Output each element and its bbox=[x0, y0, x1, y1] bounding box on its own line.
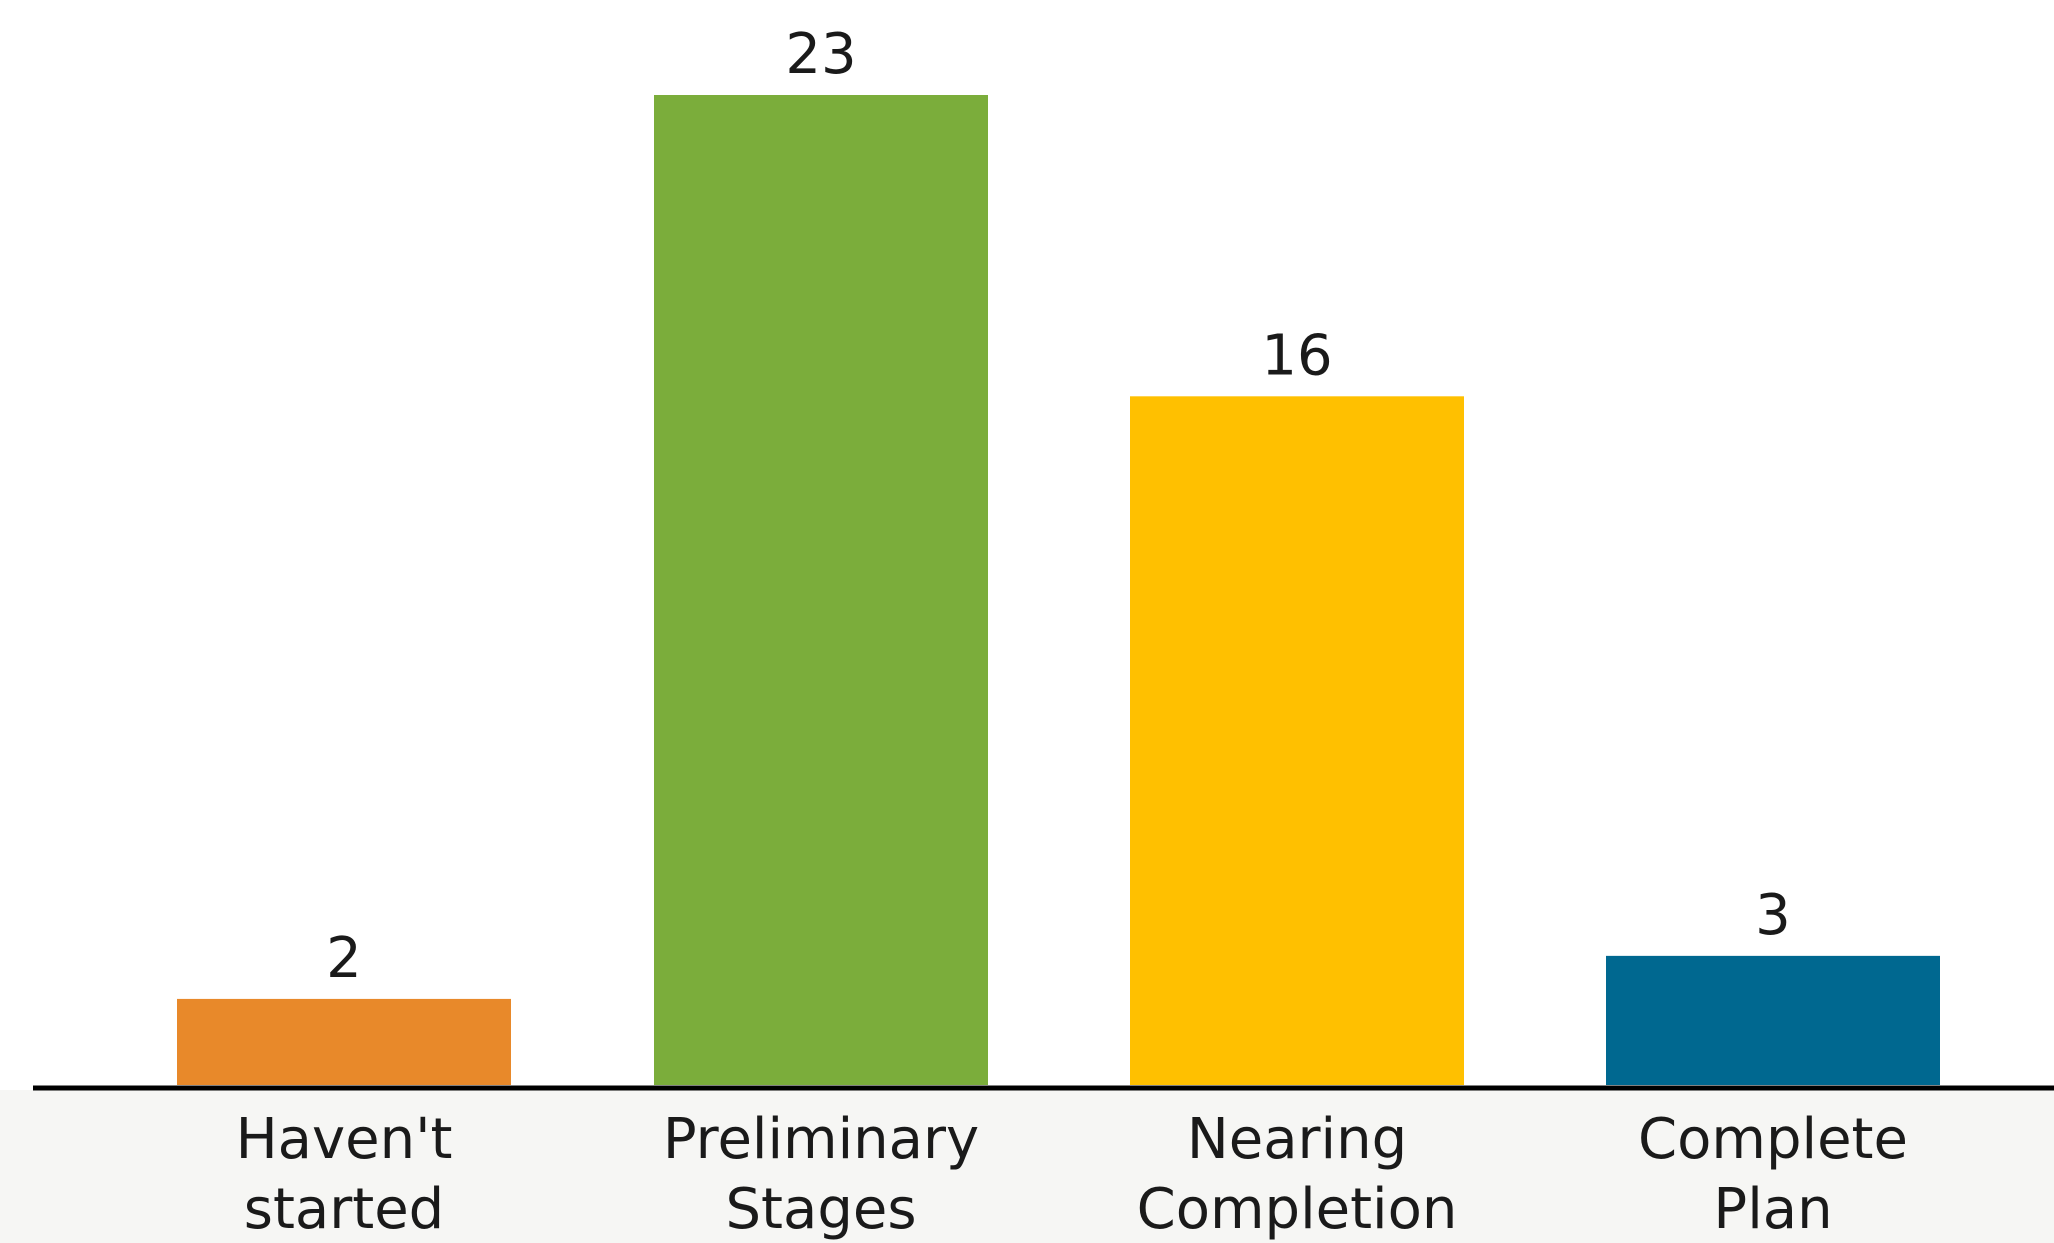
category-label-0-line-0: Haven't bbox=[236, 1107, 453, 1172]
bar-value-label-1: 23 bbox=[785, 22, 856, 87]
bar-1 bbox=[654, 95, 988, 1085]
category-label-2-line-1: Completion bbox=[1137, 1177, 1458, 1242]
category-labels-group: Haven'tstartedPreliminaryStagesNearingCo… bbox=[236, 1107, 1908, 1242]
value-labels-group: 2 23 16 3 bbox=[326, 22, 1791, 991]
bottom-background-band bbox=[0, 1090, 2054, 1243]
bars-group bbox=[177, 95, 1940, 1086]
bar-value-label-2: 16 bbox=[1261, 323, 1332, 388]
category-label-0-line-1: started bbox=[244, 1177, 444, 1242]
bar-2 bbox=[1130, 396, 1464, 1086]
bar-value-label-0: 2 bbox=[326, 926, 362, 991]
category-label-2-line-0: Nearing bbox=[1187, 1107, 1407, 1172]
category-label-3-line-1: Plan bbox=[1713, 1177, 1832, 1242]
bar-0 bbox=[177, 998, 511, 1085]
bar-3 bbox=[1606, 955, 1940, 1085]
bar-value-label-3: 3 bbox=[1755, 883, 1791, 948]
category-label-3-line-0: Complete bbox=[1638, 1107, 1908, 1172]
category-label-1-line-1: Stages bbox=[726, 1177, 917, 1242]
category-label-1-line-0: Preliminary bbox=[663, 1107, 979, 1172]
